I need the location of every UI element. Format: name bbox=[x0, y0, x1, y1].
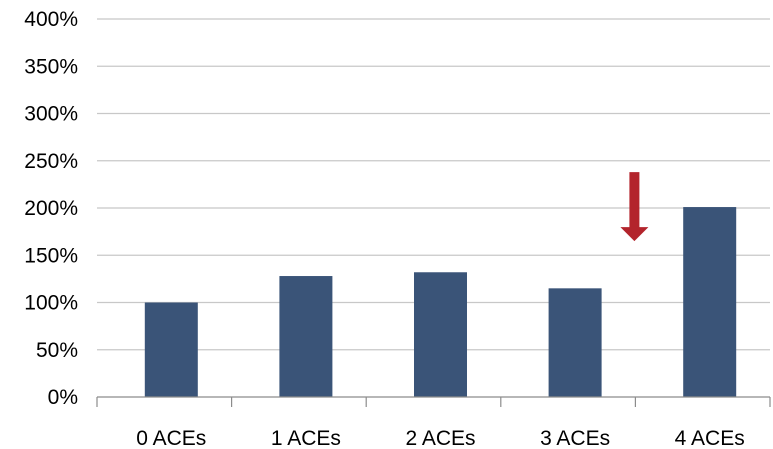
bar bbox=[683, 207, 737, 397]
y-tick-label: 50% bbox=[36, 339, 78, 362]
y-tick-label: 100% bbox=[24, 292, 78, 315]
y-tick-label: 200% bbox=[24, 197, 78, 220]
x-axis bbox=[96, 396, 771, 407]
bar bbox=[144, 302, 198, 397]
x-tick-label: 3 ACEs bbox=[540, 427, 610, 449]
annotation-arrow bbox=[620, 172, 649, 242]
y-tick-label: 150% bbox=[24, 244, 78, 267]
y-tick-label: 250% bbox=[24, 150, 78, 173]
x-tick-label: 0 ACEs bbox=[136, 427, 206, 449]
bar bbox=[548, 288, 602, 397]
y-tick-label: 0% bbox=[48, 386, 78, 409]
y-tick-label: 300% bbox=[24, 103, 78, 126]
bar bbox=[414, 272, 467, 397]
y-tick-label: 400% bbox=[24, 8, 78, 31]
x-axis-tick-labels: 0 ACEs 1 ACEs 2 ACEs 3 ACEs 4 ACEs bbox=[136, 427, 744, 449]
x-tick-label: 1 ACEs bbox=[271, 427, 341, 449]
bars bbox=[144, 207, 737, 397]
x-tick-label: 2 ACEs bbox=[405, 427, 475, 449]
down-arrow-icon bbox=[620, 172, 649, 242]
y-axis-tick-labels: 0% 50% 100% 150% 200% 250% 300% 350% 400% bbox=[24, 8, 78, 409]
bar bbox=[279, 276, 333, 397]
x-tick-label: 4 ACEs bbox=[675, 427, 745, 449]
y-tick-label: 350% bbox=[24, 55, 78, 78]
gridlines bbox=[97, 18, 770, 351]
